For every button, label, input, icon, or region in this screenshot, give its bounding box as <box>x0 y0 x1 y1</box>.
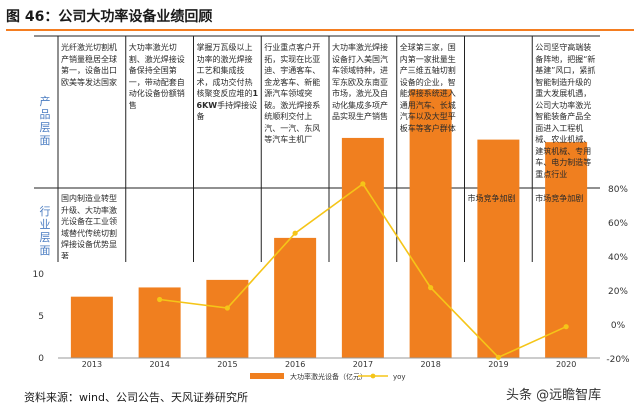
yoy-point <box>224 305 230 311</box>
x-tick-label: 2019 <box>488 360 508 369</box>
yoy-point <box>292 230 298 236</box>
y-right-tick-label: -20% <box>606 355 630 365</box>
bar <box>341 137 384 358</box>
source-note: 资料来源：wind、公司公告、天风证券研究所 <box>24 391 249 404</box>
industry-cell: 市场竞争加剧 <box>467 194 516 203</box>
row-label: 产品层面 <box>39 95 51 147</box>
yoy-point <box>360 181 366 187</box>
watermark: 头条 @远瞻智库 <box>506 388 602 403</box>
legend-bar-swatch <box>250 373 284 379</box>
y-right-tick-label: 0% <box>611 321 626 331</box>
x-tick-label: 2017 <box>353 360 373 369</box>
y-right-tick-label: 40% <box>608 253 628 263</box>
bar <box>409 89 452 358</box>
product-cell-text: 光纤激光切割机产销量稳居全球第一，设备出口欧美等发达国家 <box>61 43 117 87</box>
product-cell-text: 手持焊接设备 <box>196 100 258 122</box>
x-tick-label: 2015 <box>217 360 237 369</box>
bar <box>477 139 520 358</box>
product-cell: 掌握万瓦级以上功率的激光焊接工艺和集成技术，成功交付热核聚变反应堆的16KW手持… <box>197 42 259 182</box>
y-right-tick-label: 20% <box>608 287 628 297</box>
yoy-point <box>563 324 569 330</box>
chart-title: 图 46：公司大功率设备业绩回顾 <box>6 9 213 25</box>
product-cell-text: 掌握万瓦级以上功率的激光焊接工艺和集成技术，成功交付热核聚变反应堆的 <box>196 43 253 98</box>
bar <box>274 237 317 358</box>
product-cell-text: 大功率激光切割、激光焊接设备保持全国第一，带动配套自动化设备份额销售 <box>128 43 185 110</box>
yoy-point <box>157 296 163 303</box>
bar <box>70 296 113 358</box>
product-cell: 全球第三家，国内第一家批量生产三维五轴切割设备的企业，智能焊接系统进入通用汽车、… <box>400 42 462 182</box>
x-tick-label: 2014 <box>149 360 169 369</box>
industry-cell: 国内制造业转型升级、大功率激光设备在工业领域替代传统切割焊接设备优势显著 <box>61 194 117 259</box>
x-tick-label: 2018 <box>420 360 440 369</box>
industry-cell: 市场竞争加剧 <box>535 194 584 203</box>
y-left-tick-label: 0 <box>38 354 44 364</box>
product-cell: 光纤激光切割机产销量稳居全球第一，设备出口欧美等发达国家 <box>61 42 123 182</box>
product-cell-text: 全球第三家，国内第一家批量生产三维五轴切割设备的企业，智能焊接系统进入通用汽车、… <box>399 43 456 133</box>
product-cell: 公司坚守高端装备阵地，把握“新基建”风口，紧抓智能制造升级的重大发展机遇，公司大… <box>535 42 597 182</box>
x-tick-label: 2020 <box>556 360 576 369</box>
product-cell: 大功率激光焊接设备打入美国汽车领域特种，进军东欧及东南亚市场，激光及自动化集成多… <box>332 42 394 182</box>
product-cell-text: 行业重点客户开拓，实现在比亚迪、宇通客车、金龙客车、新能源汽车领域突破。激光焊接… <box>264 43 321 144</box>
legend-bar-label: 大功率激光设备（亿元） <box>290 372 367 381</box>
bar <box>545 142 588 358</box>
legend-line-marker <box>370 373 376 379</box>
title-underline <box>6 29 634 31</box>
x-tick-label: 2016 <box>285 360 305 369</box>
product-cell: 大功率激光切割、激光焊接设备保持全国第一，带动配套自动化设备份额销售 <box>129 42 191 182</box>
yoy-point <box>428 285 434 291</box>
product-cell-text: 大功率激光焊接设备打入美国汽车领域特种，进军东欧及东南亚市场，激光及自动化集成多… <box>332 43 388 121</box>
y-right-tick-label: 60% <box>608 219 628 229</box>
product-cell-highlight: 16KW <box>196 89 259 110</box>
y-left-tick-label: 10 <box>33 270 45 280</box>
y-right-tick-label: 80% <box>608 185 628 195</box>
yoy-point <box>495 354 501 360</box>
product-cell-text: 公司坚守高端装备阵地，把握“新基建”风口，紧抓智能制造升级的重大发展机遇，公司大… <box>535 43 596 179</box>
y-left-tick-label: 5 <box>38 312 44 322</box>
x-tick-label: 2013 <box>82 360 102 369</box>
row-label: 行业层面 <box>39 205 51 257</box>
legend-line-label: yoy <box>393 373 406 381</box>
product-cell: 行业重点客户开拓，实现在比亚迪、宇通客车、金龙客车、新能源汽车领域突破。激光焊接… <box>264 42 326 182</box>
